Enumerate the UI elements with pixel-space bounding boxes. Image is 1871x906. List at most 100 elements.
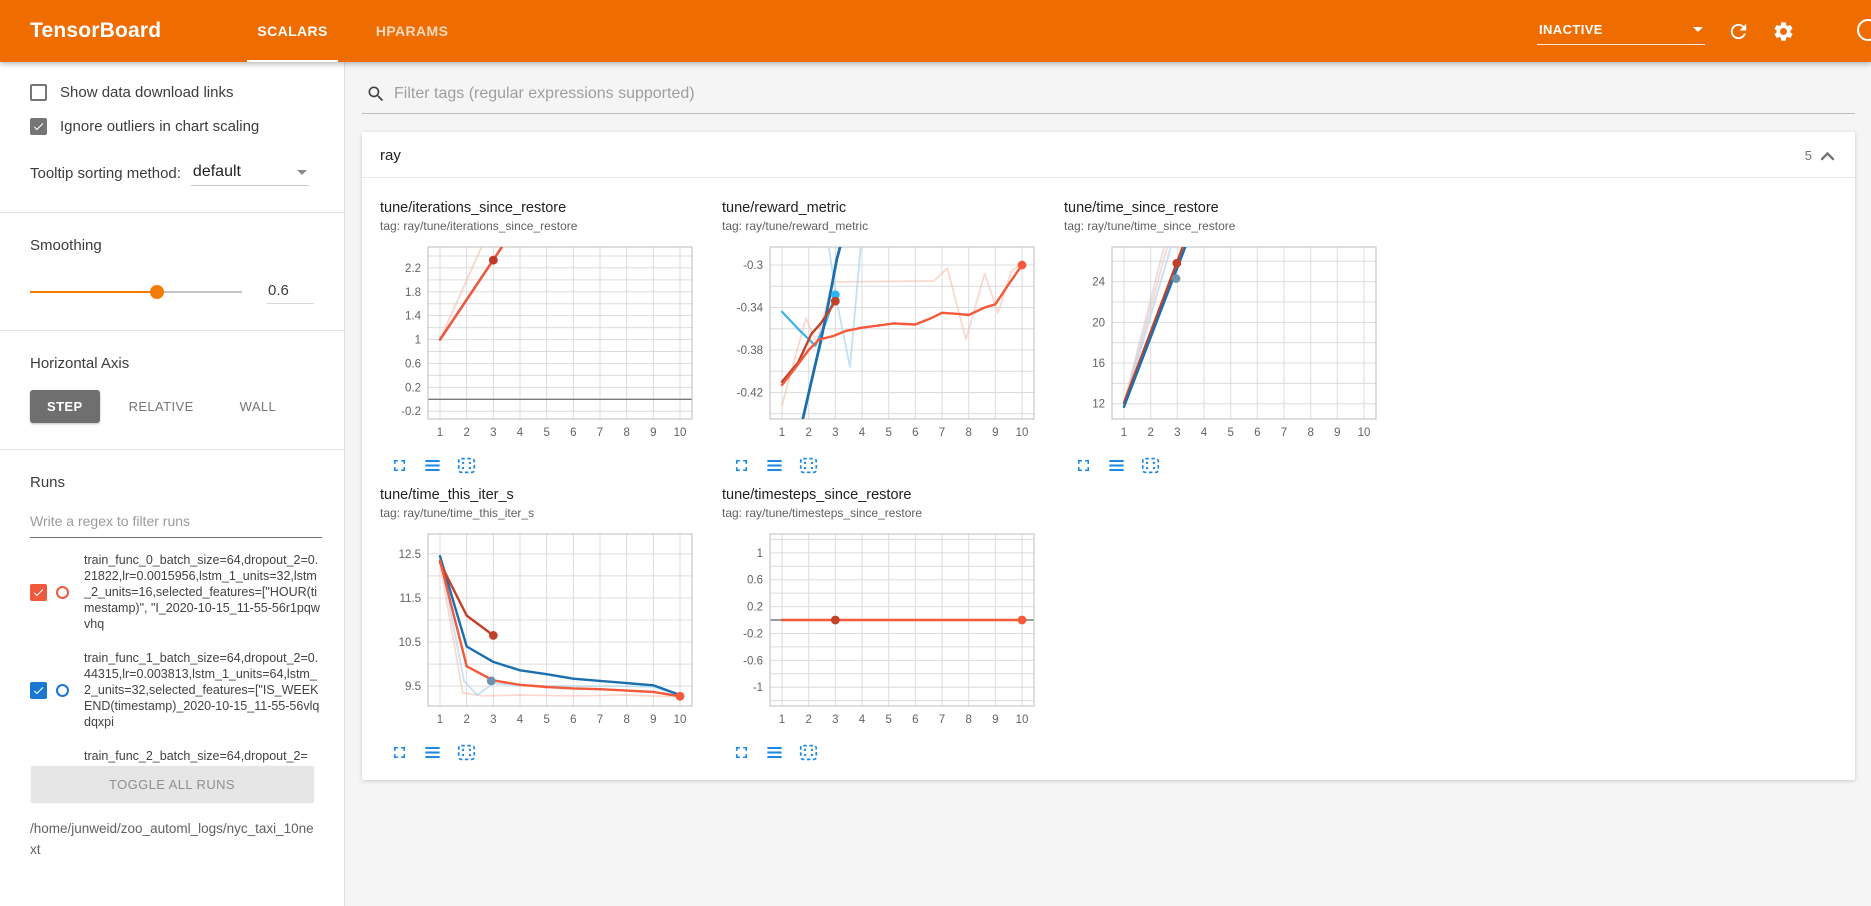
show-download-links-checkbox[interactable]: Show data download links (30, 84, 322, 101)
fit-domain-icon[interactable] (798, 456, 819, 475)
svg-text:1: 1 (757, 548, 763, 560)
svg-text:1: 1 (415, 335, 421, 347)
svg-text:6: 6 (912, 714, 918, 726)
status-dropdown[interactable]: INACTIVE (1537, 18, 1705, 45)
checkbox-icon (30, 118, 47, 135)
tooltip-sorting-select[interactable]: default (190, 163, 309, 186)
smoothing-value[interactable]: 0.6 (266, 280, 314, 304)
settings-gear-icon[interactable] (1772, 20, 1795, 43)
toggle-all-runs-button[interactable]: TOGGLE ALL RUNS (30, 766, 314, 803)
run-item[interactable]: train_func_1_batch_size=64,dropout_2=0.4… (30, 650, 322, 730)
chart-card: tune/timesteps_since_restore tag: ray/tu… (722, 475, 1064, 762)
app-title: TensorBoard (30, 19, 162, 42)
tooltip-sorting-value: default (192, 163, 241, 180)
expand-chart-icon[interactable] (732, 456, 751, 475)
svg-text:10: 10 (674, 427, 687, 439)
fit-domain-icon[interactable] (456, 456, 477, 475)
chart-card: tune/iterations_since_restore tag: ray/t… (380, 188, 722, 475)
svg-text:4: 4 (517, 714, 524, 726)
tab-hparams[interactable]: HPARAMS (375, 23, 449, 39)
chart-title: tune/iterations_since_restore (380, 200, 567, 216)
svg-text:-0.6: -0.6 (743, 655, 763, 667)
fit-domain-icon[interactable] (456, 743, 477, 762)
refresh-icon[interactable] (1727, 20, 1750, 43)
svg-text:5: 5 (543, 714, 549, 726)
toggle-runs-icon[interactable] (1107, 456, 1126, 475)
tag-group-title: ray (380, 147, 401, 164)
chart-plot[interactable]: 1 2 3 4 5 6 7 8 9 10 12.5 11.5 10.5 9.5 (380, 528, 722, 739)
chart-tag: tag: ray/tune/iterations_since_restore (380, 219, 578, 233)
svg-text:-1: -1 (753, 682, 763, 694)
app-header: TensorBoard SCALARS HPARAMS INACTIVE (0, 0, 1871, 62)
svg-text:9: 9 (650, 714, 656, 726)
chart-plot[interactable]: 1 2 3 4 5 6 7 8 9 10 1 0.6 0.2 -0.2 -0.6 -1 (722, 528, 1064, 739)
axis-wall-button[interactable]: WALL (239, 399, 277, 414)
chart-plot[interactable]: 1 2 3 4 5 6 7 8 9 10 24 20 16 12 (1064, 241, 1406, 452)
run-checkbox[interactable] (30, 583, 47, 601)
svg-text:2: 2 (805, 714, 811, 726)
svg-text:-0.42: -0.42 (737, 387, 763, 399)
search-icon (368, 86, 384, 102)
axis-relative-button[interactable]: RELATIVE (128, 399, 194, 414)
help-icon[interactable] (1857, 19, 1871, 43)
svg-text:1.4: 1.4 (405, 311, 422, 323)
svg-text:0.6: 0.6 (405, 358, 421, 370)
fit-domain-icon[interactable] (1140, 456, 1161, 475)
svg-text:1: 1 (779, 427, 785, 439)
runs-filter-input[interactable] (30, 513, 322, 529)
collapse-chevron-icon[interactable] (1820, 151, 1835, 161)
svg-text:4: 4 (859, 427, 866, 439)
expand-chart-icon[interactable] (732, 743, 751, 762)
runs-label: Runs (30, 474, 66, 491)
chart-plot[interactable]: 1 2 3 4 5 6 7 8 9 10 -0.3 -0.34 -0.38 -0.42 (722, 241, 1064, 452)
run-item[interactable]: train_func_2_batch_size=64,dropout_2= (30, 748, 322, 764)
svg-text:11.5: 11.5 (399, 593, 421, 605)
chart-actions (380, 456, 722, 475)
run-radio[interactable] (56, 585, 69, 599)
chart-actions (380, 743, 722, 762)
svg-text:3: 3 (832, 427, 838, 439)
svg-text:12: 12 (1092, 399, 1105, 411)
svg-text:5: 5 (543, 427, 549, 439)
svg-text:5: 5 (885, 427, 891, 439)
horizontal-axis-label: Horizontal Axis (30, 355, 130, 372)
toggle-runs-icon[interactable] (423, 743, 442, 762)
run-checkbox[interactable] (30, 681, 47, 699)
toggle-runs-icon[interactable] (765, 743, 784, 762)
tag-group-header[interactable]: ray 5 (362, 132, 1855, 178)
smoothing-slider[interactable] (30, 285, 242, 299)
svg-text:3: 3 (1174, 427, 1180, 439)
chart-count-badge: 5 (1804, 148, 1812, 163)
tooltip-sorting-label: Tooltip sorting method: (30, 165, 181, 182)
main-content: ray 5 tune/iterations_since_restore tag:… (345, 62, 1871, 906)
smoothing-label: Smoothing (30, 237, 102, 254)
fit-domain-icon[interactable] (798, 743, 819, 762)
svg-text:10: 10 (1016, 714, 1029, 726)
run-item[interactable]: train_func_0_batch_size=64,dropout_2=0.2… (30, 552, 322, 632)
tab-bar: SCALARS HPARAMS (233, 0, 472, 62)
chart-tag: tag: ray/tune/time_since_restore (1064, 219, 1236, 233)
tab-scalars[interactable]: SCALARS (233, 0, 351, 62)
tag-filter-input[interactable] (394, 85, 1851, 103)
slider-knob[interactable] (150, 285, 165, 299)
runs-list[interactable]: train_func_0_batch_size=64,dropout_2=0.2… (30, 552, 322, 764)
run-radio[interactable] (56, 683, 69, 697)
svg-text:7: 7 (939, 427, 945, 439)
svg-text:0.6: 0.6 (747, 575, 763, 587)
chart-card: tune/time_this_iter_s tag: ray/tune/time… (380, 475, 722, 762)
run-label: train_func_1_batch_size=64,dropout_2=0.4… (84, 651, 320, 729)
run-label: train_func_0_batch_size=64,dropout_2=0.2… (84, 553, 320, 631)
toggle-runs-icon[interactable] (423, 456, 442, 475)
toggle-runs-icon[interactable] (765, 456, 784, 475)
svg-text:7: 7 (939, 714, 945, 726)
expand-chart-icon[interactable] (390, 456, 409, 475)
chart-plot[interactable]: 1 2 3 4 5 6 7 8 9 10 2.2 1.8 1.4 1 0.6 0.2 -0.2 (380, 241, 722, 452)
svg-text:2: 2 (1147, 427, 1153, 439)
expand-chart-icon[interactable] (1074, 456, 1093, 475)
ignore-outliers-checkbox[interactable]: Ignore outliers in chart scaling (30, 118, 322, 135)
expand-chart-icon[interactable] (390, 743, 409, 762)
settings-sidebar: Show data download links Ignore outliers… (0, 62, 345, 906)
svg-text:6: 6 (912, 427, 918, 439)
axis-step-button[interactable]: STEP (30, 390, 100, 423)
svg-text:2.2: 2.2 (405, 263, 421, 275)
